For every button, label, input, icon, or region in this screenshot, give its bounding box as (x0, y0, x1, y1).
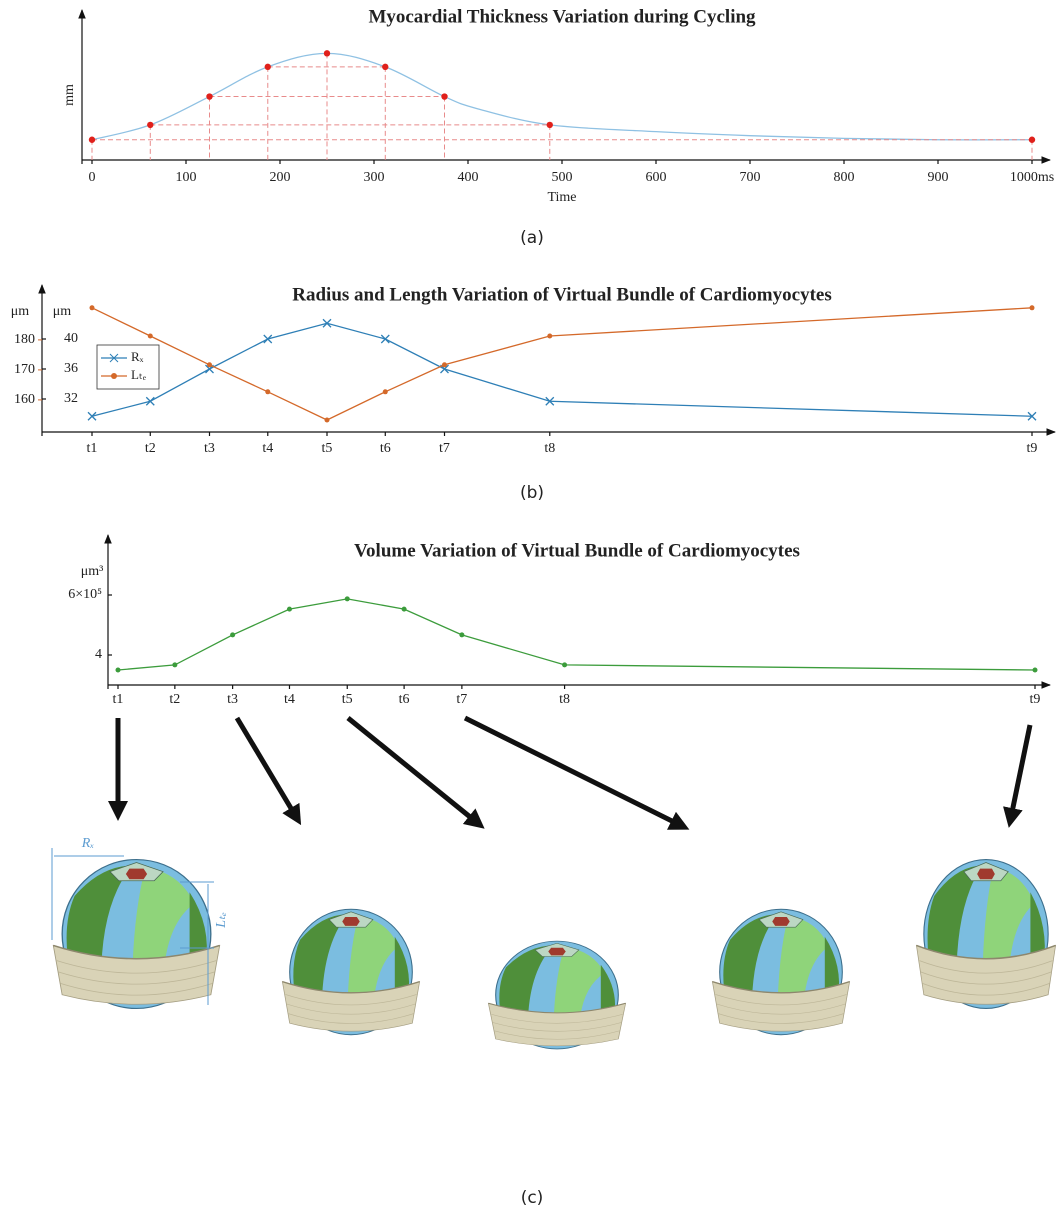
marker (442, 362, 447, 367)
x-tick-label: 900 (928, 170, 949, 185)
marker (1030, 305, 1035, 310)
marker (287, 607, 292, 612)
y-tick-label: 32 (64, 391, 78, 406)
x-tick-label: t7 (439, 441, 450, 456)
x-tick-label: t9 (1027, 441, 1038, 456)
body: Myocardial Thickness Variation during Cy… (0, 0, 1064, 1216)
marker (441, 93, 447, 99)
chart-title: Myocardial Thickness Variation during Cy… (368, 6, 756, 27)
marker (402, 607, 407, 612)
series-line (92, 53, 1032, 140)
marker (146, 397, 154, 405)
marker (382, 64, 388, 70)
marker (264, 335, 272, 343)
y-axis-label: mm (62, 84, 77, 106)
marker (147, 122, 153, 128)
marker (172, 662, 177, 667)
legend-marker (111, 373, 117, 379)
y2-axis-label: μm (11, 304, 30, 319)
figure: Myocardial Thickness Variation during Cy… (0, 0, 1064, 1216)
legend-label: Rₓ (131, 349, 144, 364)
x-tick-label: t6 (399, 692, 410, 707)
marker (345, 596, 350, 601)
y-tick-label: 36 (64, 361, 78, 376)
x-tick-label: 800 (834, 170, 855, 185)
caption: (b) (520, 483, 544, 503)
x-tick-label: 200 (270, 170, 291, 185)
marker (230, 632, 235, 637)
x-tick-label: t1 (113, 692, 124, 707)
marker (383, 389, 388, 394)
radius-label: Rₓ (81, 836, 95, 851)
x-tick-label: t1 (87, 441, 98, 456)
charts: Myocardial Thickness Variation during Cy… (11, 6, 1055, 707)
marker (90, 305, 95, 310)
x-tick-label: t4 (284, 692, 295, 707)
legend-label: Lₜₑ (131, 367, 147, 382)
x-axis-label: Time (547, 190, 576, 205)
marker (265, 389, 270, 394)
length-label: Lₜₑ (214, 912, 229, 929)
marker (547, 334, 552, 339)
marker (547, 122, 553, 128)
x-tick-label: 700 (740, 170, 761, 185)
caption: (c) (521, 1188, 544, 1208)
series-line (92, 323, 1032, 416)
bundle-models (53, 860, 1055, 1049)
x-tick-label: t9 (1030, 692, 1041, 707)
x-tick-label: t8 (559, 692, 570, 707)
marker (381, 335, 389, 343)
x-tick-label: 1000ms (1010, 170, 1054, 185)
x-tick-label: t5 (322, 441, 333, 456)
marker (116, 668, 121, 673)
series-line (118, 599, 1035, 670)
x-tick-label: 300 (364, 170, 385, 185)
marker (325, 418, 330, 423)
chart-title: Volume Variation of Virtual Bundle of Ca… (354, 540, 800, 561)
marker (1033, 668, 1038, 673)
marker (324, 50, 330, 56)
y2-tick-label: 180 (14, 332, 35, 347)
y-tick-label: 6×10⁵ (68, 587, 102, 602)
x-tick-label: t3 (227, 692, 238, 707)
marker (89, 137, 95, 143)
marker (323, 319, 331, 327)
marker (459, 632, 464, 637)
x-tick-label: t3 (204, 441, 215, 456)
caption: (a) (520, 228, 544, 248)
y-axis-label: μm (53, 304, 72, 319)
arrows (118, 718, 1030, 827)
marker (88, 412, 96, 420)
x-tick-label: t2 (145, 441, 156, 456)
x-tick-label: t6 (380, 441, 391, 456)
x-tick-label: 500 (552, 170, 573, 185)
x-tick-label: 600 (646, 170, 667, 185)
x-tick-label: t4 (262, 441, 273, 456)
marker (1029, 137, 1035, 143)
y-axis-label: μm³ (81, 564, 104, 579)
page: {"chart_data": [ {"type": "line", "title… (0, 0, 1064, 1216)
y2-tick-label: 160 (14, 392, 35, 407)
marker (148, 334, 153, 339)
x-tick-label: t7 (456, 692, 467, 707)
marker (562, 662, 567, 667)
legend-box (97, 345, 159, 389)
x-tick-label: t5 (342, 692, 353, 707)
marker (207, 362, 212, 367)
x-tick-label: 0 (89, 170, 96, 185)
marker (206, 93, 212, 99)
series-line (92, 308, 1032, 420)
x-tick-label: t2 (169, 692, 180, 707)
marker (265, 64, 271, 70)
y2-tick-label: 170 (14, 362, 35, 377)
x-tick-label: t8 (544, 441, 555, 456)
y-tick-label: 4 (95, 647, 102, 662)
y-tick-label: 40 (64, 331, 78, 346)
x-tick-label: 100 (176, 170, 197, 185)
chart-title: Radius and Length Variation of Virtual B… (292, 284, 831, 305)
x-tick-label: 400 (458, 170, 479, 185)
